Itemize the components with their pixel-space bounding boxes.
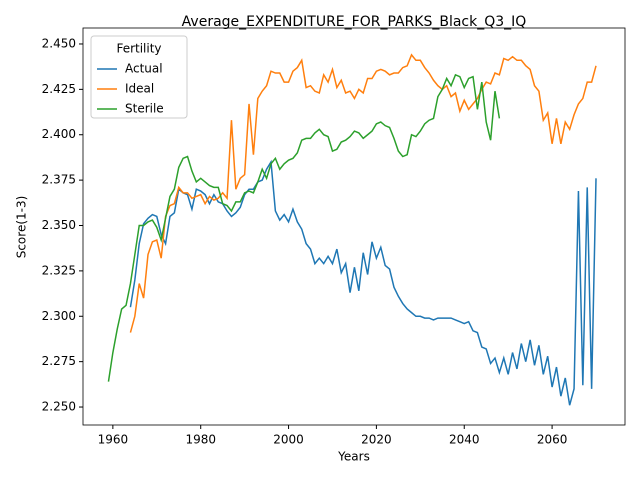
y-tick-label: 2.325 bbox=[42, 263, 76, 277]
y-tick-label: 2.400 bbox=[42, 127, 76, 141]
y-tick-label: 2.375 bbox=[42, 173, 76, 187]
y-tick-label: 2.275 bbox=[42, 354, 76, 368]
legend-label: Actual bbox=[125, 62, 163, 76]
x-tick-label: 1980 bbox=[185, 433, 216, 447]
chart-title: Average_EXPENDITURE_FOR_PARKS_Black_Q3_I… bbox=[182, 14, 527, 30]
plot-frame bbox=[82, 27, 626, 426]
series-line bbox=[129, 53, 597, 333]
legend-label: Sterile bbox=[125, 102, 164, 116]
x-tick-label: 1960 bbox=[98, 433, 129, 447]
series-line bbox=[129, 159, 597, 406]
x-tick-label: 2020 bbox=[361, 433, 392, 447]
legend-title: Fertility bbox=[116, 42, 161, 56]
x-tick-label: 2060 bbox=[537, 433, 568, 447]
x-tick-label: 2000 bbox=[273, 433, 304, 447]
x-tick-label: 2040 bbox=[449, 433, 480, 447]
y-tick-label: 2.450 bbox=[42, 36, 76, 50]
y-tick-label: 2.300 bbox=[42, 309, 76, 323]
y-tick-label: 2.425 bbox=[42, 82, 76, 96]
series-line bbox=[107, 73, 501, 382]
legend-label: Ideal bbox=[125, 82, 154, 96]
legend-box bbox=[90, 35, 188, 119]
y-tick-label: 2.250 bbox=[42, 400, 76, 414]
y-tick-label: 2.350 bbox=[42, 218, 76, 232]
y-axis-label: Score(1-3) bbox=[15, 196, 29, 259]
x-axis-label: Years bbox=[337, 450, 370, 464]
